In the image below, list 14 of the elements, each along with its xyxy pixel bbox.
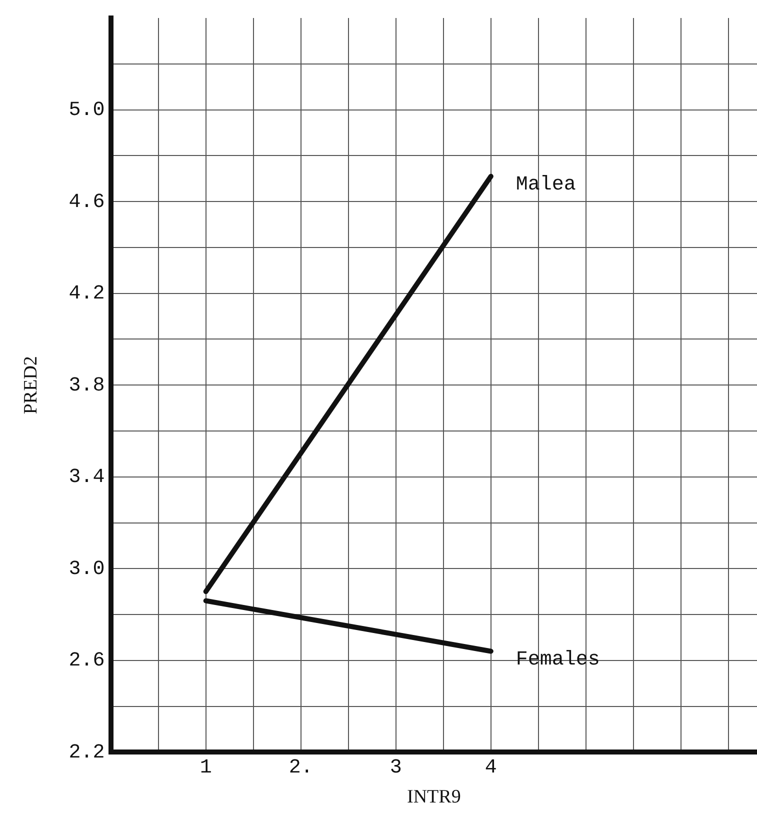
y-tick-label: 3.8 — [68, 374, 105, 398]
y-tick-label: 3.0 — [68, 558, 105, 581]
y-tick-label: 5.0 — [68, 99, 105, 122]
y-axis-title: PRED2 — [20, 356, 42, 414]
y-tick-label: 3.4 — [68, 466, 105, 490]
x-tick-label: 2. — [288, 756, 313, 780]
x-axis-title: INTR9 — [406, 786, 461, 808]
y-tick-label: 2.2 — [68, 741, 105, 764]
x-tick-label: 1 — [200, 756, 212, 780]
x-tick-label: 3 — [390, 756, 402, 780]
y-tick-label: 2.6 — [68, 650, 105, 673]
y-tick-label: 4.6 — [68, 190, 105, 214]
x-tick-label: 4 — [484, 756, 497, 780]
y-tick-label: 4.2 — [68, 282, 105, 306]
